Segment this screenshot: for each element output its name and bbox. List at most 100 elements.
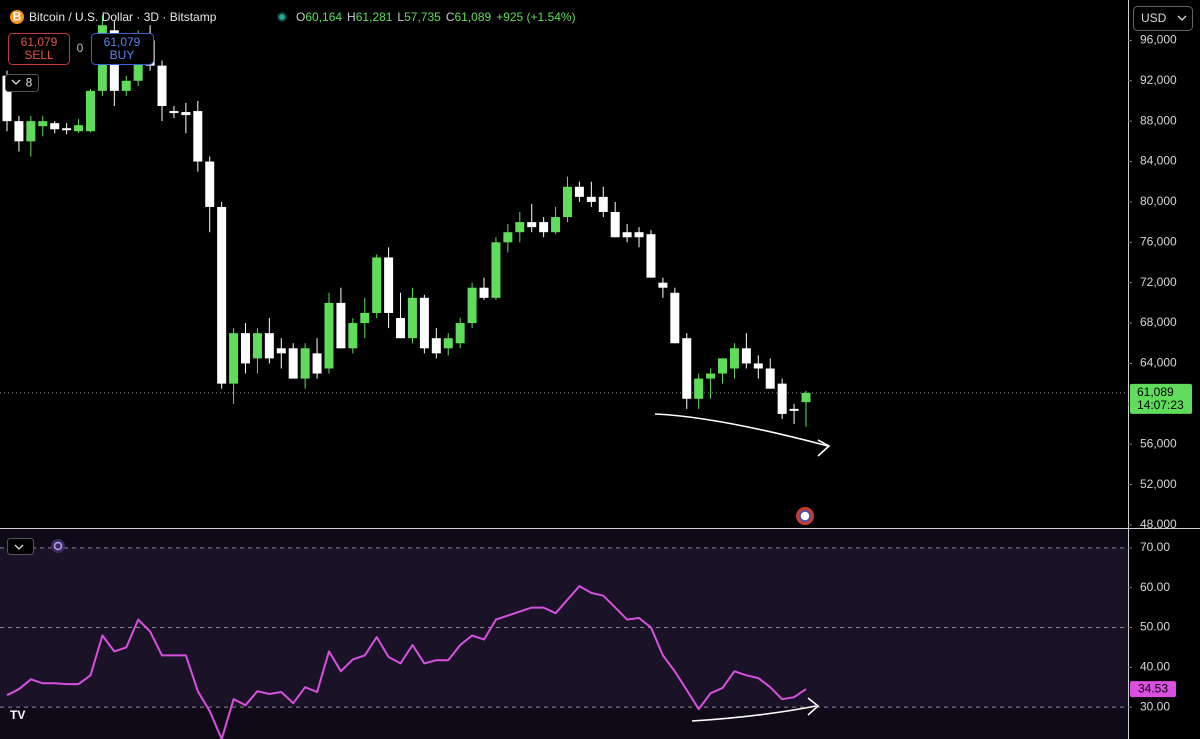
candle-body — [491, 242, 501, 298]
candle-body — [50, 123, 60, 130]
symbol: Bitcoin / U.S. Dollar · 3D · Bitstamp — [29, 10, 217, 24]
candle-body — [300, 348, 310, 379]
sell-button[interactable] — [8, 33, 70, 65]
candle-body — [26, 121, 36, 142]
candle-body — [551, 217, 561, 233]
y-tick-label: 84,000 — [1140, 154, 1177, 168]
countdown: 14:07:23 — [1137, 398, 1184, 412]
arrow-head — [817, 439, 831, 457]
candle-body — [741, 348, 751, 364]
candle-body — [694, 378, 704, 399]
indicator-icon-glyph — [53, 541, 63, 551]
candle-body — [276, 348, 286, 354]
ohlc-key: L — [397, 10, 404, 24]
candle-body — [801, 392, 811, 403]
y-tick-label: 40.00 — [1140, 660, 1170, 674]
y-tick-label: 64,000 — [1140, 356, 1177, 370]
candle-body — [598, 196, 608, 213]
ohlc-key: C — [446, 10, 455, 24]
currency-select[interactable] — [1133, 6, 1193, 31]
sell-label: SELL — [24, 48, 54, 62]
spread: 0 — [77, 41, 84, 55]
candle-body — [336, 302, 346, 349]
candle-body — [562, 186, 572, 218]
legend: Bitcoin / U.S. Dollar · 3D · Bitstamp — [29, 10, 217, 24]
y-tick-label: 60.00 — [1140, 580, 1170, 594]
candle-body — [527, 222, 537, 228]
y-tick-label: 92,000 — [1140, 73, 1177, 87]
buy-price: 61,079 — [104, 35, 141, 49]
candle-body — [431, 338, 441, 354]
candle-body — [85, 90, 95, 132]
rsi-band — [0, 547, 1128, 708]
ohlc-change: +925 (+1.54%) — [496, 10, 575, 24]
y-tick-label: 50.00 — [1140, 620, 1170, 634]
candle-body — [360, 312, 370, 324]
candle-body — [467, 287, 477, 324]
y-tick-label: 52,000 — [1140, 477, 1177, 491]
candle-body — [539, 222, 549, 233]
candle-body — [658, 282, 668, 288]
candle-body — [384, 257, 394, 313]
buy-label: BUY — [110, 48, 135, 62]
ohlc-key: O — [296, 10, 305, 24]
ohlc-key: H — [347, 10, 356, 24]
ohlc-value: 60,164 — [305, 10, 342, 24]
candle-body — [789, 408, 799, 411]
candle-body — [121, 80, 131, 91]
candle-body — [682, 338, 692, 399]
y-tick-label: 80,000 — [1140, 194, 1177, 208]
y-tick-label: 76,000 — [1140, 234, 1177, 248]
last-price-tag — [1130, 383, 1192, 414]
coin-icon-glyph: B — [13, 10, 22, 24]
candle-body — [622, 232, 632, 238]
ohlc-value: 61,281 — [356, 10, 393, 24]
candle-body — [419, 297, 429, 349]
candle-body — [729, 348, 739, 369]
ohlc-value: 57,735 — [404, 10, 441, 24]
candle-body — [38, 121, 48, 127]
currency: USD — [1141, 11, 1167, 25]
event-flag-icon — [799, 510, 811, 522]
candle-body — [670, 292, 680, 344]
candle-body — [479, 287, 489, 298]
candle-body — [407, 297, 417, 339]
candle-body — [229, 333, 239, 384]
candle-body — [396, 318, 406, 339]
y-tick-label: 30.00 — [1140, 699, 1170, 713]
candle-body — [646, 234, 656, 278]
candle-body — [372, 257, 382, 313]
ohlc: O60,164 H61,281 L57,735 C61,089 +925 (+1.54%… — [296, 10, 576, 24]
chevron — [11, 79, 21, 85]
candle-body — [348, 323, 358, 349]
pane-toggle[interactable] — [7, 538, 34, 555]
rsi-value-tag — [1130, 681, 1176, 698]
candle-body — [157, 65, 167, 107]
candle-body — [62, 128, 72, 131]
candle-body — [324, 302, 334, 369]
y-tick-label: 96,000 — [1140, 33, 1177, 47]
rsi-line — [6, 585, 807, 739]
arrow-head — [807, 697, 820, 716]
y-tick-label: 88,000 — [1140, 113, 1177, 127]
candle-body — [515, 222, 525, 233]
chevron — [1177, 15, 1187, 21]
buy-button[interactable] — [91, 33, 154, 65]
rsi-value-label: 34.53 — [1138, 681, 1168, 695]
status-dot — [277, 12, 287, 22]
candle-body — [610, 212, 620, 238]
chevron — [14, 544, 24, 550]
candle-body — [765, 368, 775, 389]
candle-body — [181, 112, 191, 116]
candle-body — [74, 125, 84, 132]
candle-body — [586, 196, 596, 202]
coin-icon — [10, 10, 24, 24]
annotation-arrow — [691, 705, 817, 722]
candle-body — [753, 363, 763, 369]
indicators-toggle[interactable] — [5, 74, 39, 92]
candle-body — [634, 232, 644, 238]
indicator-icon[interactable] — [51, 539, 65, 553]
annotation-arrow — [654, 413, 829, 447]
